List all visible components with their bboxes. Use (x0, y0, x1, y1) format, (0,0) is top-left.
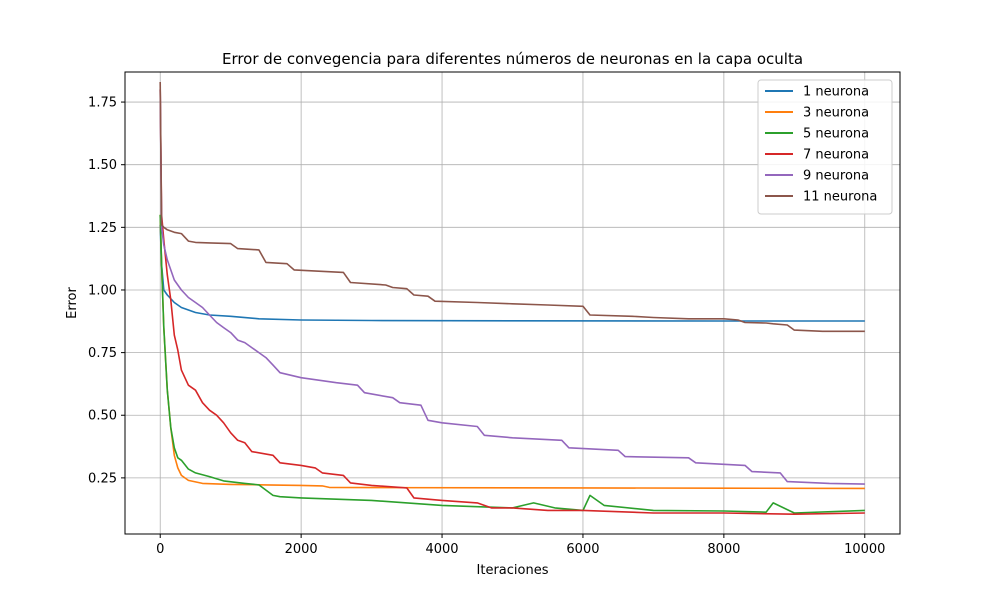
chart-title: Error de convegencia para diferentes núm… (222, 50, 803, 68)
x-tick-label: 0 (156, 542, 164, 557)
series-line-11-neurona (159, 81, 865, 333)
legend-label: 1 neurona (803, 85, 869, 100)
legend-label: 7 neurona (803, 148, 869, 163)
grid (125, 72, 900, 534)
legend-label: 11 neurona (803, 190, 877, 205)
plot-frame (124, 71, 901, 535)
y-tick-label: 1.50 (88, 158, 117, 173)
x-tick-label: 2000 (285, 542, 318, 557)
legend-label: 9 neurona (803, 169, 869, 184)
y-tick-label: 0.25 (88, 471, 117, 486)
legend: 1 neurona 3 neurona 5 neurona 7 neurona 9 ne… (757, 79, 893, 215)
series-group (159, 81, 865, 516)
series-line-5-neurona (159, 214, 865, 514)
x-tick-label: 4000 (425, 542, 458, 557)
x-axis-label: Iteraciones (477, 563, 549, 578)
x-tick-label: 8000 (707, 542, 740, 557)
axis-ticks: 0 2000 4000 6000 8000 10000 0.25 0.50 0.75 1.00 1.… (88, 96, 885, 557)
y-tick-label: 1.00 (88, 283, 117, 298)
x-tick-label: 6000 (566, 542, 599, 557)
y-axis-label: Error (65, 287, 80, 319)
y-tick-label: 1.25 (88, 221, 117, 236)
legend-label: 3 neurona (803, 106, 869, 121)
series-line-9-neurona (159, 89, 865, 485)
legend-label: 5 neurona (803, 127, 869, 142)
y-tick-label: 1.75 (88, 96, 117, 111)
series-line-7-neurona (159, 89, 865, 516)
y-tick-label: 0.75 (88, 346, 117, 361)
legend-box (757, 79, 893, 215)
x-tick-label: 10000 (844, 542, 885, 557)
y-tick-label: 0.50 (88, 409, 117, 424)
